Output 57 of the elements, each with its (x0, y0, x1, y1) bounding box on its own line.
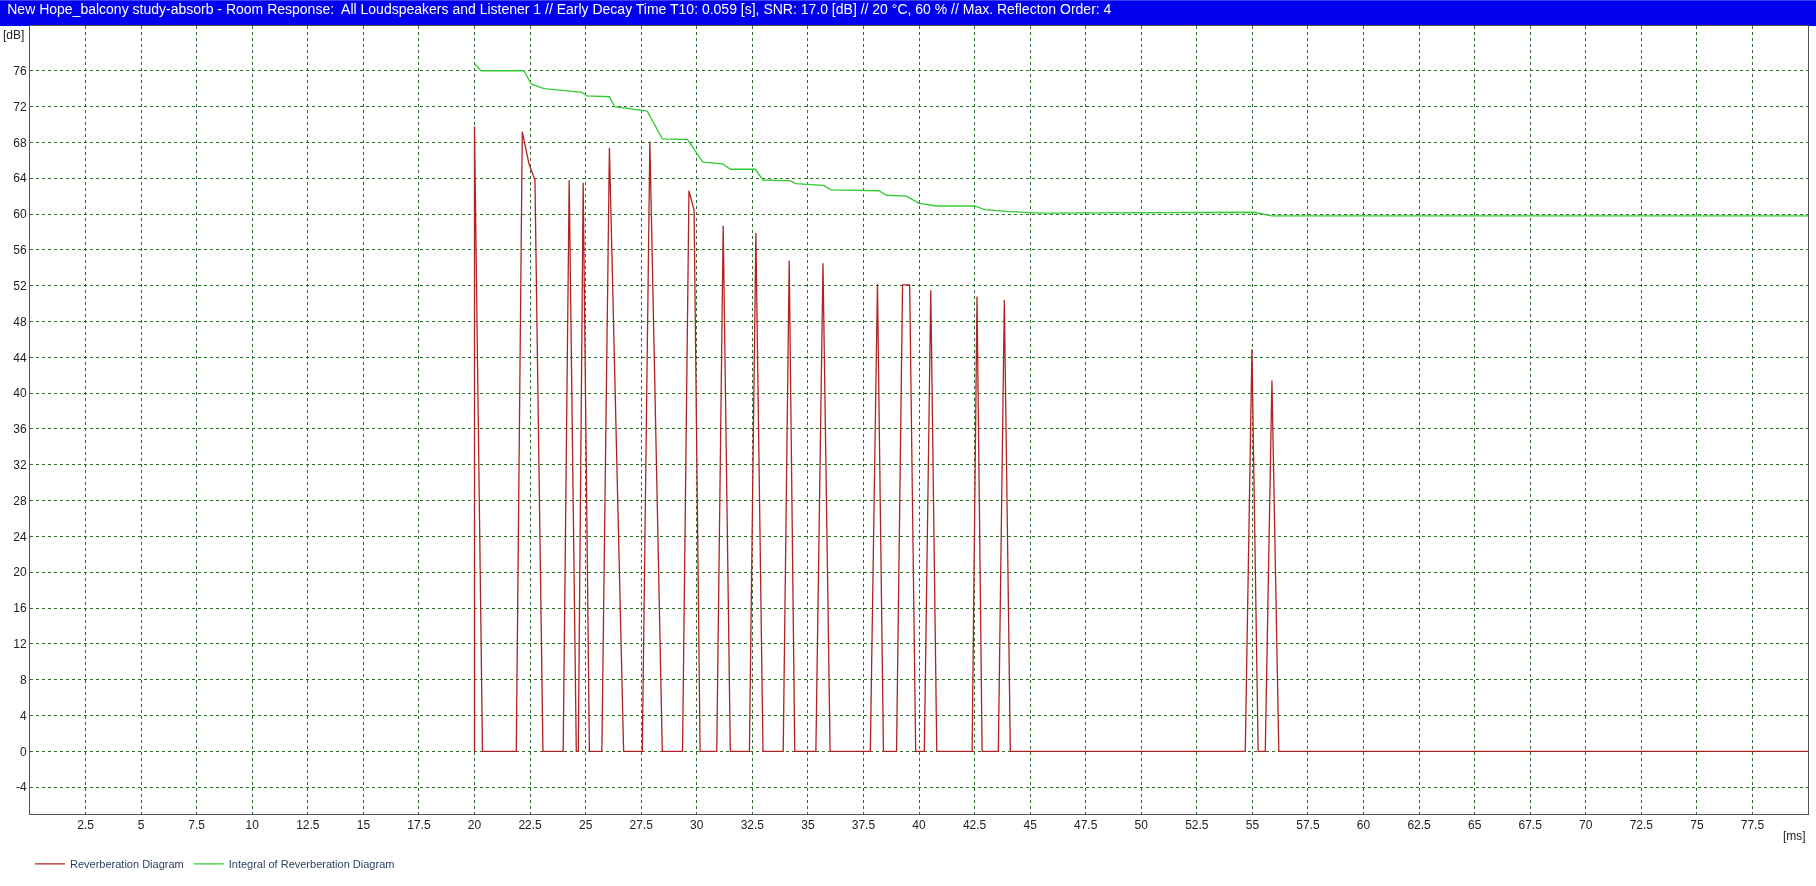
x-tick-label: 50 (1134, 818, 1149, 833)
y-tick-label: 32 (13, 457, 27, 472)
x-tick-label: 27.5 (629, 818, 654, 833)
y-tick-label: 0 (19, 744, 27, 759)
x-tick-label: 45 (1023, 818, 1038, 833)
y-tick-label: 44 (13, 350, 27, 365)
y-tick-label: 76 (13, 63, 27, 78)
y-tick-label: 28 (13, 493, 27, 508)
x-tick-label: 57.5 (1296, 818, 1320, 833)
y-tick-label: 12 (13, 637, 27, 652)
x-tick-label: 5 (137, 818, 145, 833)
x-tick-label: 75 (1690, 818, 1704, 833)
x-tick-label: 2.5 (77, 818, 95, 833)
y-tick-label: 20 (13, 565, 27, 580)
y-tick-label: 60 (13, 207, 27, 222)
x-tick-label: 55 (1245, 818, 1260, 833)
x-tick-label: 65 (1467, 818, 1482, 833)
y-tick-label: 72 (13, 99, 27, 114)
y-tick-label: 40 (13, 386, 27, 401)
y-tick-label: 56 (13, 243, 27, 258)
x-tick-label: 30 (690, 818, 704, 833)
x-tick-label: 70 (1579, 818, 1593, 833)
y-tick-label: 64 (13, 171, 27, 186)
x-tick-label: 20 (467, 818, 482, 833)
legend-label: Integral of Reverberation Diagram (228, 858, 395, 871)
y-tick-label: 36 (13, 422, 27, 437)
x-tick-label: 77.5 (1740, 818, 1765, 833)
x-tick-label: 32.5 (740, 818, 765, 833)
x-tick-label: 10 (245, 818, 260, 833)
y-tick-label: 52 (13, 278, 27, 293)
x-tick-label: 12.5 (296, 818, 320, 833)
x-tick-label: 67.5 (1518, 818, 1543, 833)
chart-title: New Hope_balcony study-absorb - Room Response: All Loudspeakers and Listener 1 // Early Decay Time T10: 0.059 [s], SNR: 17.0 [dB] // 20 °C, 60 % // Max. Reflecton Order: 4 (7, 0, 1112, 17)
y-tick-label: 8 (19, 672, 27, 687)
x-tick-label: 42.5 (962, 818, 987, 833)
y-tick-label: 4 (19, 708, 27, 723)
x-tick-label: 62.5 (1407, 818, 1432, 833)
x-tick-label: 52.5 (1185, 818, 1209, 833)
x-axis-title: [ms] (1783, 829, 1806, 843)
legend-label: Reverberation Diagram (70, 858, 184, 871)
y-tick-label: 68 (13, 135, 27, 150)
x-tick-label: 72.5 (1629, 818, 1654, 833)
x-tick-label: 60 (1356, 818, 1371, 833)
x-tick-label: 47.5 (1074, 818, 1098, 833)
y-axis-title: [dB] (3, 28, 25, 42)
x-tick-label: 37.5 (851, 818, 876, 833)
x-tick-label: 35 (801, 818, 815, 833)
x-tick-label: 17.5 (407, 818, 431, 833)
y-tick-label: 48 (13, 314, 27, 329)
x-tick-label: 25 (578, 818, 593, 833)
x-tick-label: 15 (356, 818, 371, 833)
x-tick-label: 22.5 (518, 818, 543, 833)
y-tick-label: 16 (13, 601, 27, 616)
y-tick-label: -4 (15, 780, 27, 795)
x-tick-label: 40 (912, 818, 926, 833)
y-tick-label: 24 (13, 529, 27, 544)
x-tick-label: 7.5 (188, 818, 206, 833)
